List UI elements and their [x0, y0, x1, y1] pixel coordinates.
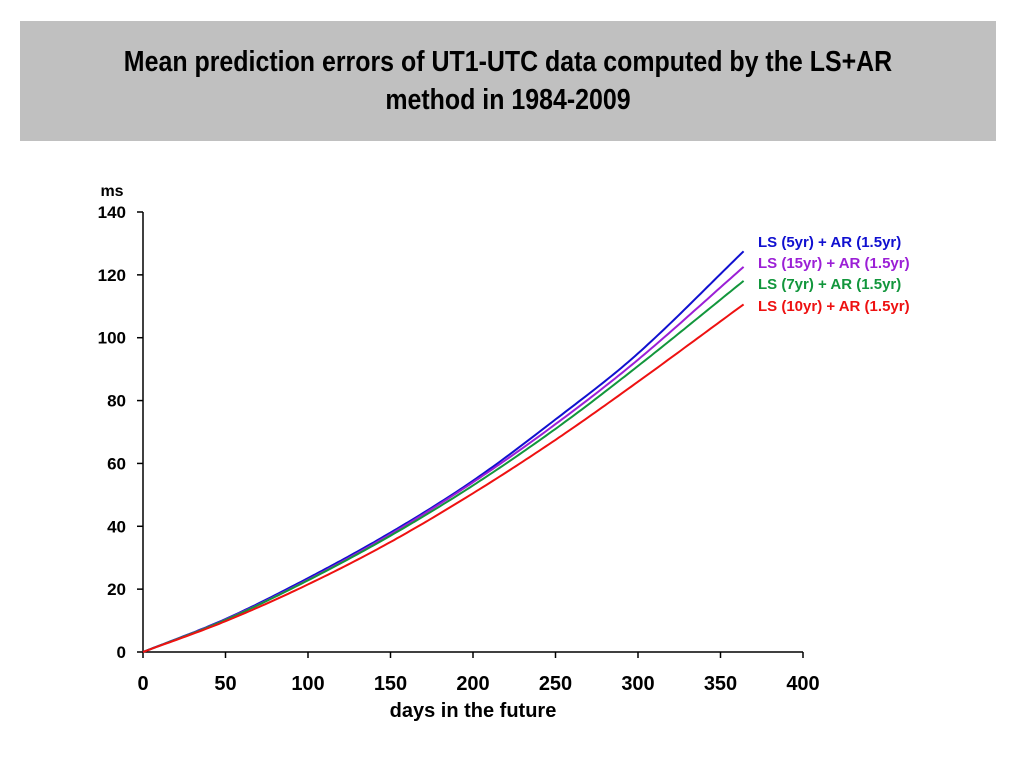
- axes: [142, 212, 803, 653]
- legend-label: LS (15yr) + AR (1.5yr): [758, 255, 910, 272]
- y-tick-label: 80: [107, 392, 126, 411]
- legend-label: LS (7yr) + AR (1.5yr): [758, 276, 901, 293]
- legend: LS (5yr) + AR (1.5yr) LS (15yr) + AR (1.5…: [758, 234, 910, 315]
- legend-label: LS (5yr) + AR (1.5yr): [758, 234, 901, 251]
- series-line: [142, 266, 745, 653]
- x-tick-label: 300: [621, 673, 654, 695]
- x-axis-label: days in the future: [390, 700, 557, 722]
- y-tick-label: 20: [107, 580, 126, 599]
- y-tick-label: 0: [117, 643, 126, 662]
- chart-title: Mean prediction errors of UT1-UTC data c…: [123, 46, 893, 116]
- title-band: Mean prediction errors of UT1-UTC data c…: [20, 21, 996, 141]
- x-ticks: 0 50 100 150 200 250 300 350 400: [137, 652, 820, 695]
- series-lines: [142, 250, 745, 653]
- x-tick-label: 250: [539, 673, 572, 695]
- series-line: [142, 303, 745, 653]
- x-tick-label: 350: [704, 673, 737, 695]
- y-ticks: 0 20 40 60 80 100 120 140: [98, 203, 143, 662]
- legend-label: LS (10yr) + AR (1.5yr): [758, 298, 910, 315]
- x-tick-label: 100: [291, 673, 324, 695]
- y-tick-label: 100: [98, 329, 126, 348]
- series-line: [142, 280, 745, 653]
- y-tick-label: 60: [107, 454, 126, 473]
- x-tick-label: 150: [374, 673, 407, 695]
- x-tick-label: 0: [137, 673, 148, 695]
- x-tick-label: 200: [456, 673, 489, 695]
- y-axis-label: ms: [100, 183, 123, 200]
- y-tick-label: 140: [98, 203, 126, 222]
- x-tick-label: 50: [214, 673, 236, 695]
- y-tick-label: 120: [98, 266, 126, 285]
- series-line: [142, 250, 745, 653]
- y-tick-label: 40: [107, 517, 126, 536]
- x-tick-label: 400: [786, 673, 819, 695]
